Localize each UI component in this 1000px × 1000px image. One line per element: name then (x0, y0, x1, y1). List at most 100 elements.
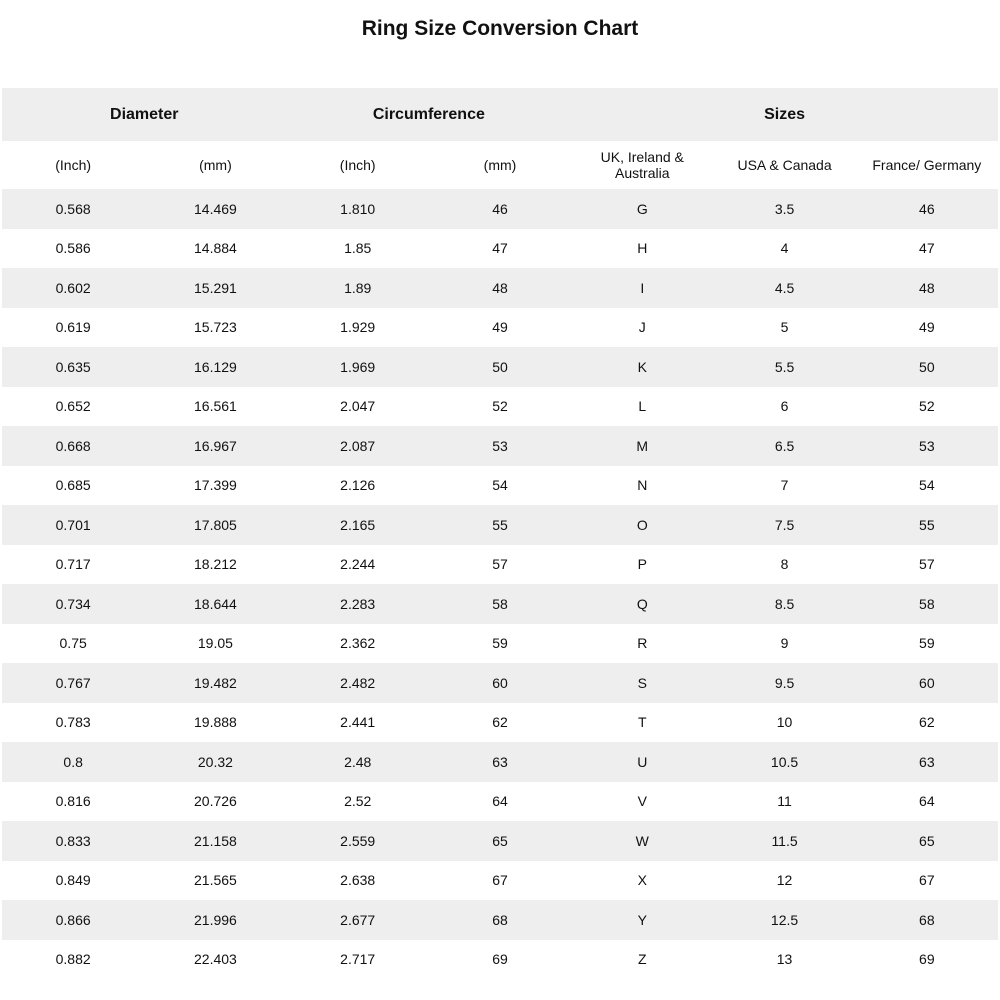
cell-uk-size: R (637, 635, 648, 652)
cell-diameter-inch: 0.635 (55, 358, 91, 375)
cell-diameter-mm: 15.291 (194, 279, 237, 296)
cell-uk-size: S (637, 674, 647, 691)
col-eu-size: France/ Germany (872, 157, 982, 173)
table-row: 0.816 20.726 2.52 64 V 11 64 (2, 782, 998, 822)
cell-circumference-inch: 1.85 (344, 240, 372, 257)
cell-diameter-mm: 22.403 (194, 951, 237, 968)
cell-uk-size: K (637, 358, 647, 375)
table-row: 0.717 18.212 2.244 57 P 8 57 (2, 545, 998, 585)
cell-usa-size: 9.5 (774, 674, 795, 691)
header-group-row: Diameter Circumference Sizes (2, 88, 998, 141)
cell-eu-size: 53 (919, 437, 935, 454)
table-row: 0.767 19.482 2.482 60 S 9.5 60 (2, 663, 998, 703)
cell-eu-size: 47 (919, 240, 935, 257)
cell-diameter-inch: 0.652 (55, 398, 91, 415)
cell-uk-size: Z (637, 951, 647, 968)
cell-uk-size: X (637, 872, 647, 889)
cell-circumference-inch: 2.087 (340, 437, 376, 454)
table-row: 0.619 15.723 1.929 49 J 5 49 (2, 308, 998, 348)
ring-size-table: Diameter Circumference Sizes (Inch) (mm)… (2, 88, 998, 979)
cell-eu-size: 52 (919, 398, 935, 415)
cell-diameter-mm: 16.561 (194, 398, 237, 415)
cell-usa-size: 6 (780, 398, 789, 415)
cell-usa-size: 9 (780, 635, 789, 652)
cell-diameter-mm: 16.967 (194, 437, 237, 454)
cell-circumference-mm: 49 (492, 319, 508, 336)
table-row: 0.882 22.403 2.717 69 Z 13 69 (2, 940, 998, 980)
cell-circumference-mm: 67 (492, 872, 508, 889)
cell-eu-size: 55 (919, 516, 935, 533)
cell-diameter-mm: 20.726 (194, 793, 237, 810)
table-row: 0.8 20.32 2.48 63 U 10.5 63 (2, 742, 998, 782)
cell-circumference-inch: 2.717 (340, 951, 376, 968)
cell-eu-size: 65 (919, 832, 935, 849)
cell-diameter-mm: 17.805 (194, 516, 237, 533)
cell-uk-size: V (637, 793, 647, 810)
cell-circumference-mm: 46 (492, 200, 508, 217)
cell-circumference-mm: 48 (492, 279, 508, 296)
cell-usa-size: 5 (780, 319, 789, 336)
cell-circumference-mm: 53 (492, 437, 508, 454)
cell-diameter-inch: 0.701 (55, 516, 91, 533)
cell-diameter-mm: 14.469 (194, 200, 237, 217)
cell-diameter-inch: 0.816 (55, 793, 91, 810)
cell-usa-size: 7 (780, 477, 789, 494)
cell-usa-size: 8.5 (774, 595, 795, 612)
cell-usa-size: 3.5 (774, 200, 795, 217)
cell-circumference-mm: 69 (492, 951, 508, 968)
cell-usa-size: 6.5 (774, 437, 795, 454)
header-diameter: Diameter (2, 88, 287, 141)
cell-diameter-inch: 0.866 (55, 911, 91, 928)
col-usa-size: USA & Canada (737, 157, 832, 173)
cell-circumference-mm: 68 (492, 911, 508, 928)
cell-circumference-inch: 2.362 (340, 635, 376, 652)
cell-circumference-inch: 2.441 (340, 714, 376, 731)
cell-diameter-inch: 0.783 (55, 714, 91, 731)
cell-diameter-mm: 18.644 (194, 595, 237, 612)
cell-eu-size: 62 (919, 714, 935, 731)
cell-circumference-inch: 1.969 (340, 358, 376, 375)
cell-diameter-mm: 19.05 (197, 635, 233, 652)
table-row: 0.668 16.967 2.087 53 M 6.5 53 (2, 426, 998, 466)
cell-diameter-inch: 0.75 (59, 635, 87, 652)
cell-circumference-mm: 52 (492, 398, 508, 415)
cell-circumference-inch: 2.52 (344, 793, 372, 810)
cell-uk-size: Y (637, 911, 647, 928)
col-circumference-mm: (mm) (483, 157, 517, 173)
cell-usa-size: 8 (780, 556, 789, 573)
cell-usa-size: 10.5 (770, 753, 799, 770)
header-sizes: Sizes (571, 88, 998, 141)
table-row: 0.602 15.291 1.89 48 I 4.5 48 (2, 268, 998, 308)
cell-uk-size: U (637, 753, 648, 770)
cell-circumference-mm: 54 (492, 477, 508, 494)
cell-diameter-mm: 16.129 (194, 358, 237, 375)
cell-circumference-inch: 2.48 (344, 753, 372, 770)
cell-diameter-mm: 19.888 (194, 714, 237, 731)
cell-uk-size: P (637, 556, 647, 573)
table-row: 0.783 19.888 2.441 62 T 10 62 (2, 703, 998, 743)
cell-circumference-mm: 59 (492, 635, 508, 652)
cell-usa-size: 11.5 (771, 832, 798, 849)
cell-diameter-inch: 0.568 (55, 200, 91, 217)
col-circumference-inch: (Inch) (339, 157, 376, 173)
table-row: 0.635 16.129 1.969 50 K 5.5 50 (2, 347, 998, 387)
col-diameter-inch: (Inch) (55, 157, 92, 173)
cell-uk-size: L (638, 398, 647, 415)
cell-uk-size: J (638, 319, 646, 336)
table-row: 0.734 18.644 2.283 58 Q 8.5 58 (2, 584, 998, 624)
table-row: 0.833 21.158 2.559 65 W 11.5 65 (2, 821, 998, 861)
table-row: 0.849 21.565 2.638 67 X 12 67 (2, 861, 998, 901)
cell-diameter-inch: 0.619 (55, 319, 91, 336)
cell-circumference-mm: 65 (492, 832, 508, 849)
cell-usa-size: 7.5 (774, 516, 795, 533)
cell-eu-size: 48 (919, 279, 935, 296)
cell-eu-size: 64 (919, 793, 935, 810)
cell-diameter-mm: 18.212 (194, 556, 237, 573)
cell-circumference-mm: 55 (492, 516, 508, 533)
cell-circumference-inch: 2.244 (340, 556, 376, 573)
cell-eu-size: 60 (919, 674, 935, 691)
cell-uk-size: O (636, 516, 648, 533)
cell-diameter-inch: 0.668 (55, 437, 91, 454)
cell-usa-size: 5.5 (774, 358, 795, 375)
cell-uk-size: W (635, 832, 649, 849)
